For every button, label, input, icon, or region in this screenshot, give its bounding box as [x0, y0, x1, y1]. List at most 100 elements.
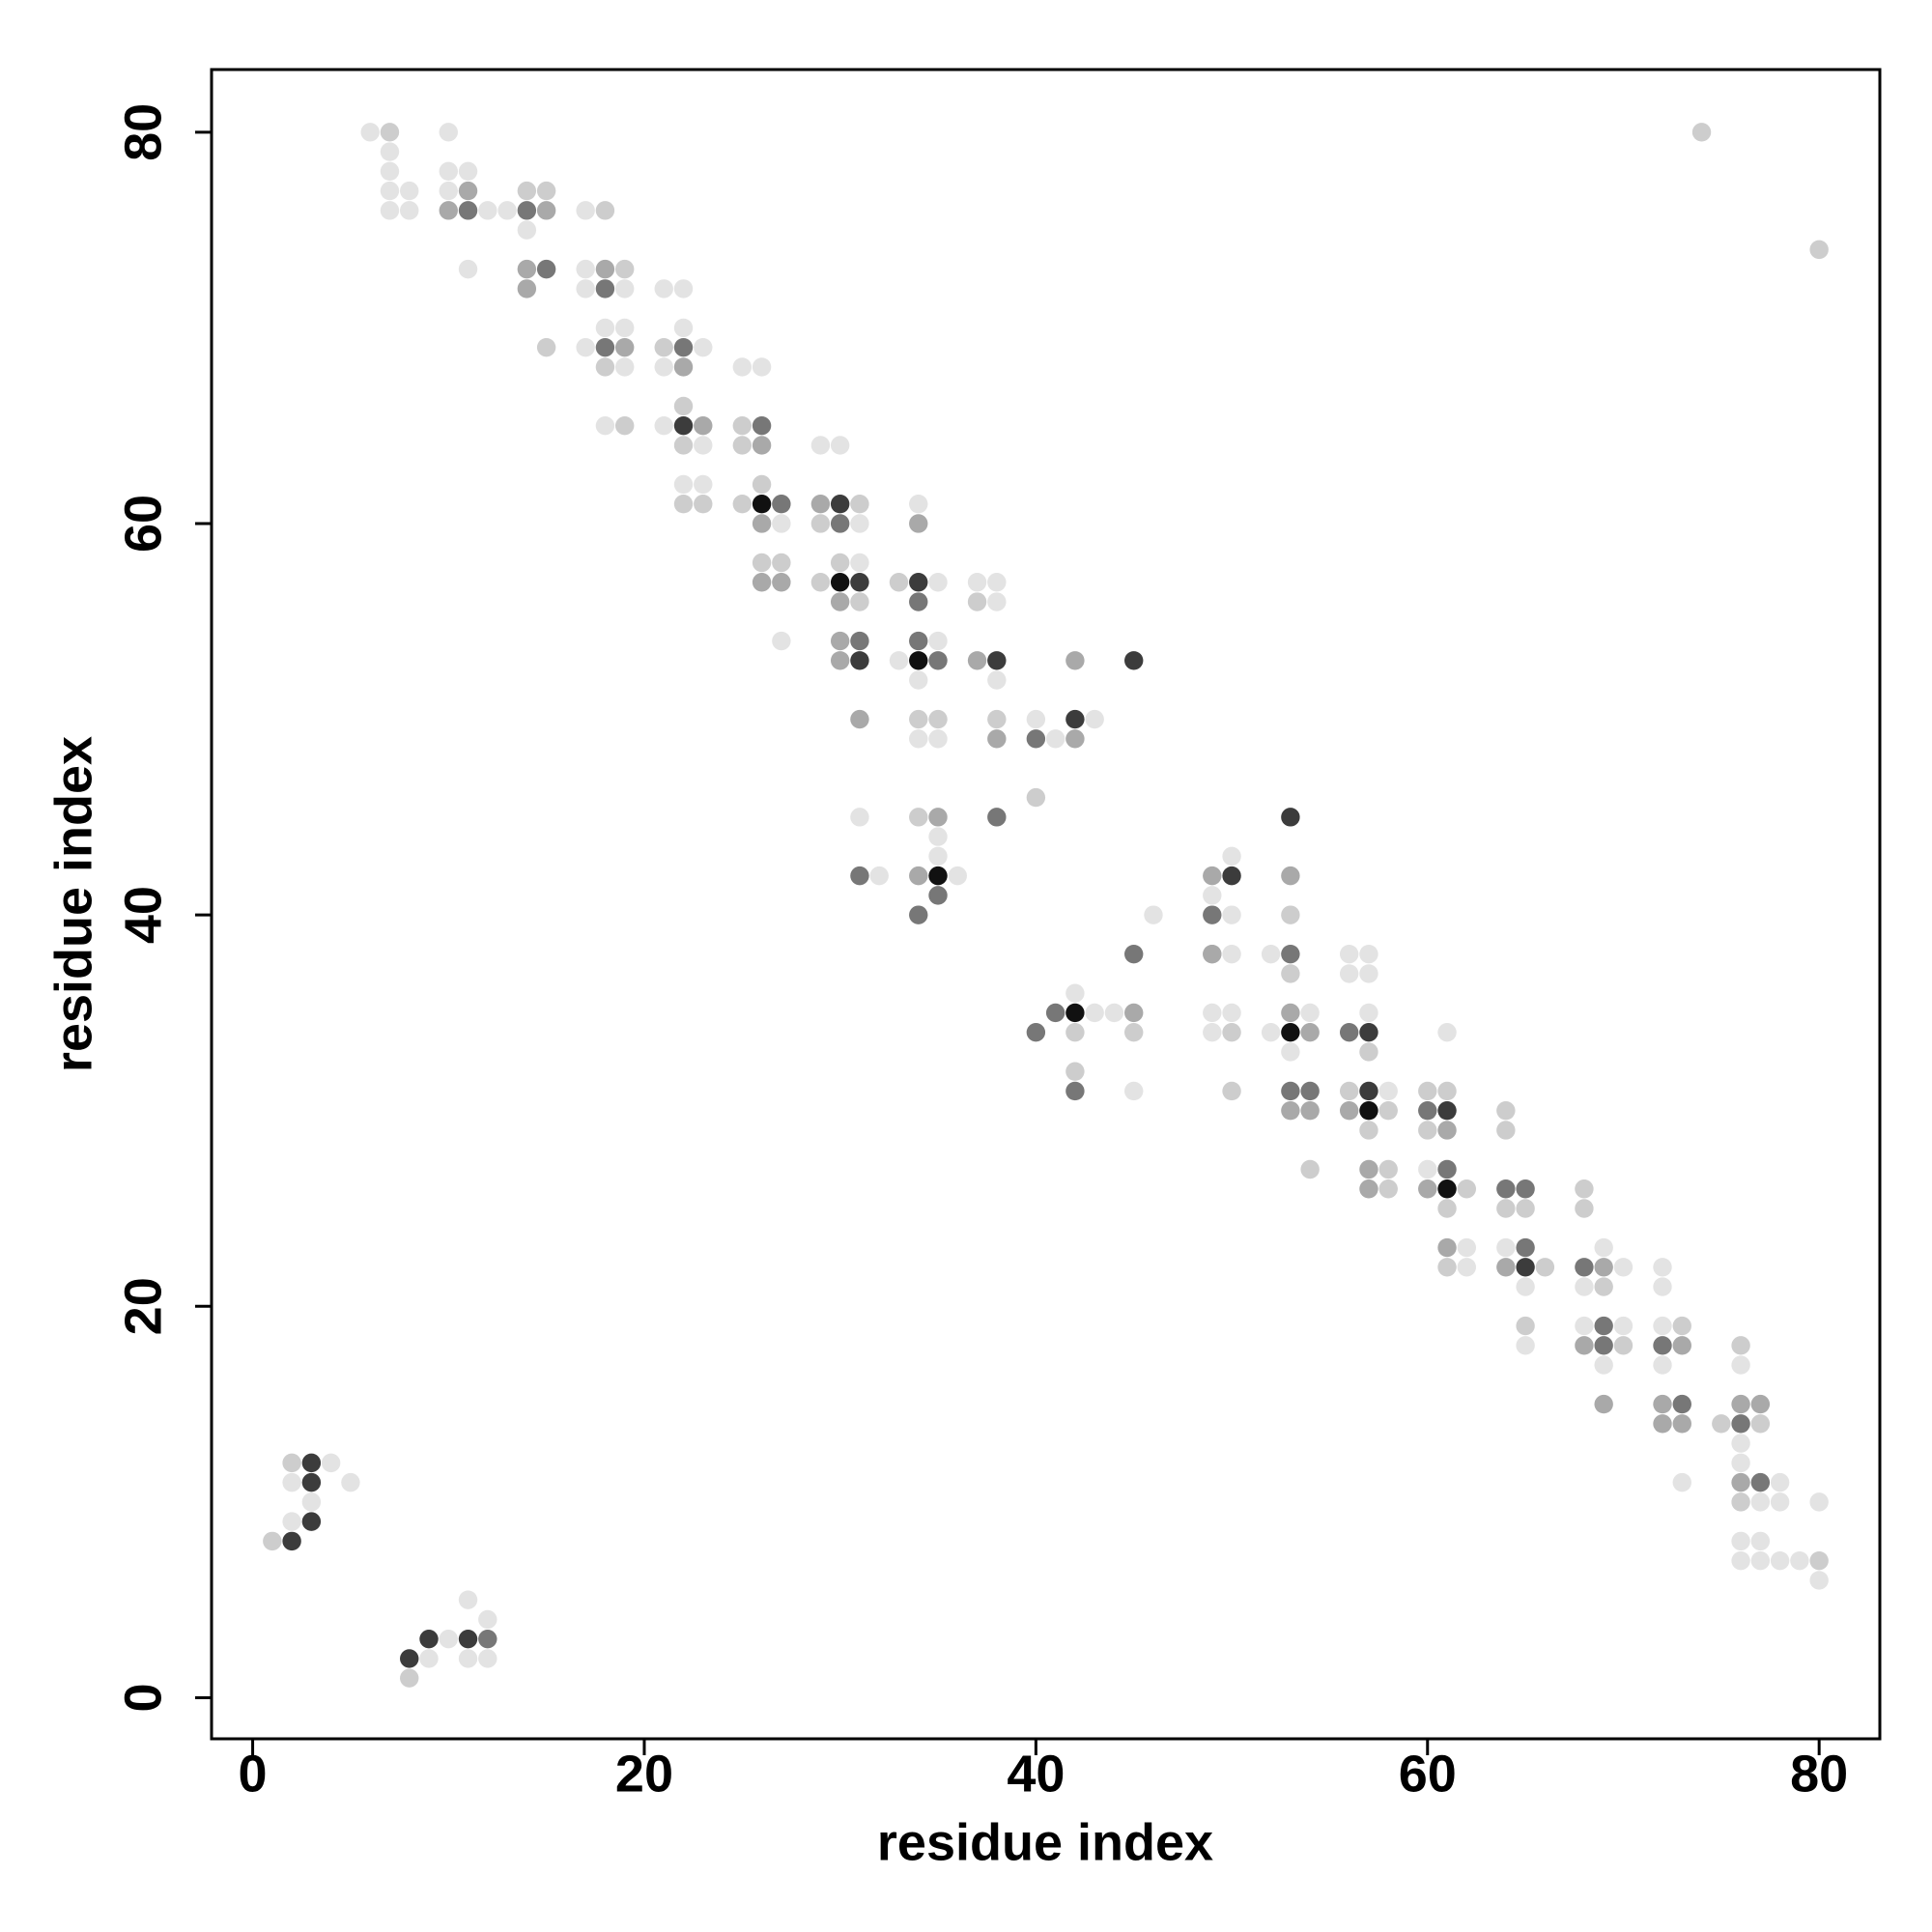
contact-point	[478, 1649, 497, 1668]
contact-point	[400, 1649, 419, 1668]
contact-point	[732, 415, 753, 436]
contact-point	[1712, 1414, 1731, 1434]
contact-point	[987, 670, 1007, 690]
contact-point	[1281, 1101, 1300, 1121]
contact-point	[614, 357, 635, 377]
contact-point	[830, 553, 850, 573]
contact-point	[614, 415, 635, 436]
contact-point	[830, 592, 850, 611]
contact-point	[1065, 1003, 1085, 1023]
contact-point	[478, 201, 497, 220]
contact-point	[458, 1649, 478, 1668]
contact-point	[1339, 1101, 1359, 1121]
contact-point	[1437, 1179, 1457, 1199]
contact-point	[772, 631, 791, 651]
contact-point	[595, 415, 615, 436]
contact-point	[850, 553, 869, 573]
contact-point	[1124, 1003, 1144, 1023]
contact-point	[517, 201, 537, 220]
contact-point	[1065, 1081, 1085, 1101]
contact-point	[536, 201, 556, 220]
contact-point	[1359, 1179, 1378, 1199]
contact-point	[752, 474, 772, 495]
contact-point	[614, 279, 635, 298]
contact-point	[752, 357, 772, 377]
contact-point	[1457, 1237, 1477, 1258]
contact-point	[1339, 1022, 1359, 1042]
contact-point	[1203, 944, 1222, 964]
contact-point	[1378, 1159, 1398, 1179]
contact-point	[850, 514, 869, 533]
contact-point	[850, 631, 869, 651]
contact-point	[987, 651, 1007, 670]
contact-point	[928, 573, 948, 592]
contact-point	[909, 709, 928, 729]
contact-point	[1281, 808, 1300, 827]
contact-point	[673, 415, 694, 436]
contact-point	[1575, 1179, 1594, 1199]
contact-point	[576, 337, 595, 357]
contact-point	[928, 846, 948, 867]
contact-point	[1281, 1081, 1300, 1101]
contact-point	[380, 181, 400, 201]
contact-point	[1281, 944, 1300, 964]
contact-point	[1672, 1414, 1691, 1434]
contact-point	[1300, 1081, 1320, 1101]
contact-point	[1770, 1472, 1790, 1492]
contact-point	[1281, 866, 1300, 886]
contact-point	[282, 1512, 301, 1531]
contact-point	[1496, 1121, 1516, 1140]
contact-point	[1594, 1316, 1613, 1336]
contact-point	[1065, 1062, 1085, 1081]
contact-point	[1496, 1179, 1516, 1199]
y-tick-label: 40	[114, 886, 172, 944]
contact-point	[1124, 944, 1144, 964]
contact-point	[321, 1453, 341, 1473]
contact-point	[694, 474, 713, 495]
contact-point	[1770, 1492, 1790, 1512]
contact-point	[1281, 905, 1300, 924]
contact-point	[1731, 1394, 1750, 1414]
contact-point	[517, 259, 537, 279]
contact-point	[1457, 1179, 1477, 1199]
contact-point	[810, 573, 831, 592]
contact-point	[1203, 886, 1222, 905]
contact-point	[439, 201, 458, 220]
contact-point	[909, 866, 928, 886]
contact-point	[1750, 1531, 1771, 1551]
contact-point	[810, 495, 831, 514]
contact-point	[694, 436, 713, 455]
contact-point	[439, 1629, 458, 1649]
contact-point	[1300, 1159, 1320, 1179]
contact-point	[1144, 905, 1163, 924]
contact-point	[850, 495, 869, 514]
contact-point	[1378, 1081, 1398, 1101]
contact-point	[1594, 1394, 1613, 1414]
contact-point	[752, 436, 772, 455]
contact-point	[1516, 1179, 1535, 1199]
contact-point	[360, 123, 380, 142]
y-tick-label: 20	[114, 1277, 172, 1335]
contact-point	[1045, 729, 1065, 749]
contact-point	[1516, 1258, 1535, 1277]
contact-point	[1672, 1472, 1691, 1492]
contact-point	[1437, 1237, 1457, 1258]
contact-point	[928, 729, 948, 749]
x-axis-title: residue index	[877, 1813, 1213, 1871]
contact-point	[400, 1668, 419, 1688]
contact-point	[1809, 1492, 1829, 1512]
contact-point	[1750, 1394, 1771, 1414]
x-tick-label: 20	[615, 1745, 673, 1803]
contact-point	[928, 808, 948, 827]
contact-point	[1535, 1258, 1555, 1277]
contact-point	[1437, 1121, 1457, 1140]
contact-point	[850, 709, 869, 729]
contact-point	[1124, 1081, 1144, 1101]
contact-point	[1731, 1453, 1750, 1473]
contact-point	[1516, 1199, 1535, 1218]
contact-point	[987, 808, 1007, 827]
contact-point	[1653, 1355, 1672, 1375]
contact-point	[909, 905, 928, 924]
contact-point	[380, 123, 400, 142]
contact-point	[928, 886, 948, 905]
